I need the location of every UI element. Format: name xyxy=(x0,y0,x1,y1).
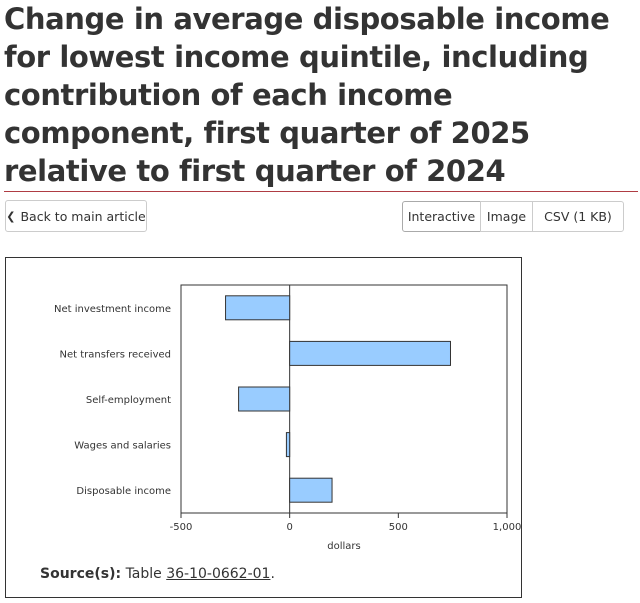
x-tick-label: 1,000 xyxy=(493,522,522,533)
x-tick-label: -500 xyxy=(170,522,193,533)
interactive-format-button[interactable]: Interactive xyxy=(402,201,481,232)
title-divider xyxy=(4,191,638,192)
category-label: Net transfers received xyxy=(59,349,171,360)
image-format-button[interactable]: Image xyxy=(480,201,533,232)
bar xyxy=(238,386,291,412)
x-axis-label: dollars xyxy=(327,541,360,552)
source-note: Source(s): Table 36-10-0662-01. xyxy=(40,566,275,582)
bar xyxy=(285,432,291,458)
chevron-left-icon: ❮ xyxy=(6,209,16,223)
chart-figure: Net investment income Net transfers recei… xyxy=(5,257,522,598)
category-label: Self-employment xyxy=(86,395,171,406)
plot-frame xyxy=(180,284,508,514)
bar xyxy=(289,340,451,366)
back-to-main-article-button[interactable]: ❮ Back to main article xyxy=(5,200,147,232)
source-prefix: Table xyxy=(125,566,162,582)
x-tick-label: 0 xyxy=(286,522,292,533)
bar xyxy=(225,295,291,321)
csv-download-button[interactable]: CSV (1 KB) xyxy=(532,201,624,232)
back-button-label: Back to main article xyxy=(20,208,146,224)
category-label: Wages and salaries xyxy=(74,441,171,452)
bar-chart: Net investment income Net transfers recei… xyxy=(54,284,522,552)
category-label: Net investment income xyxy=(54,304,171,315)
source-table-link[interactable]: 36-10-0662-01 xyxy=(166,566,271,582)
page-title: Change in average disposable income for … xyxy=(4,2,610,188)
bar xyxy=(289,477,333,503)
category-label: Disposable income xyxy=(76,486,171,497)
source-label: Source(s): xyxy=(40,566,122,582)
x-tick-label: 500 xyxy=(389,522,408,533)
source-suffix: . xyxy=(270,566,275,582)
